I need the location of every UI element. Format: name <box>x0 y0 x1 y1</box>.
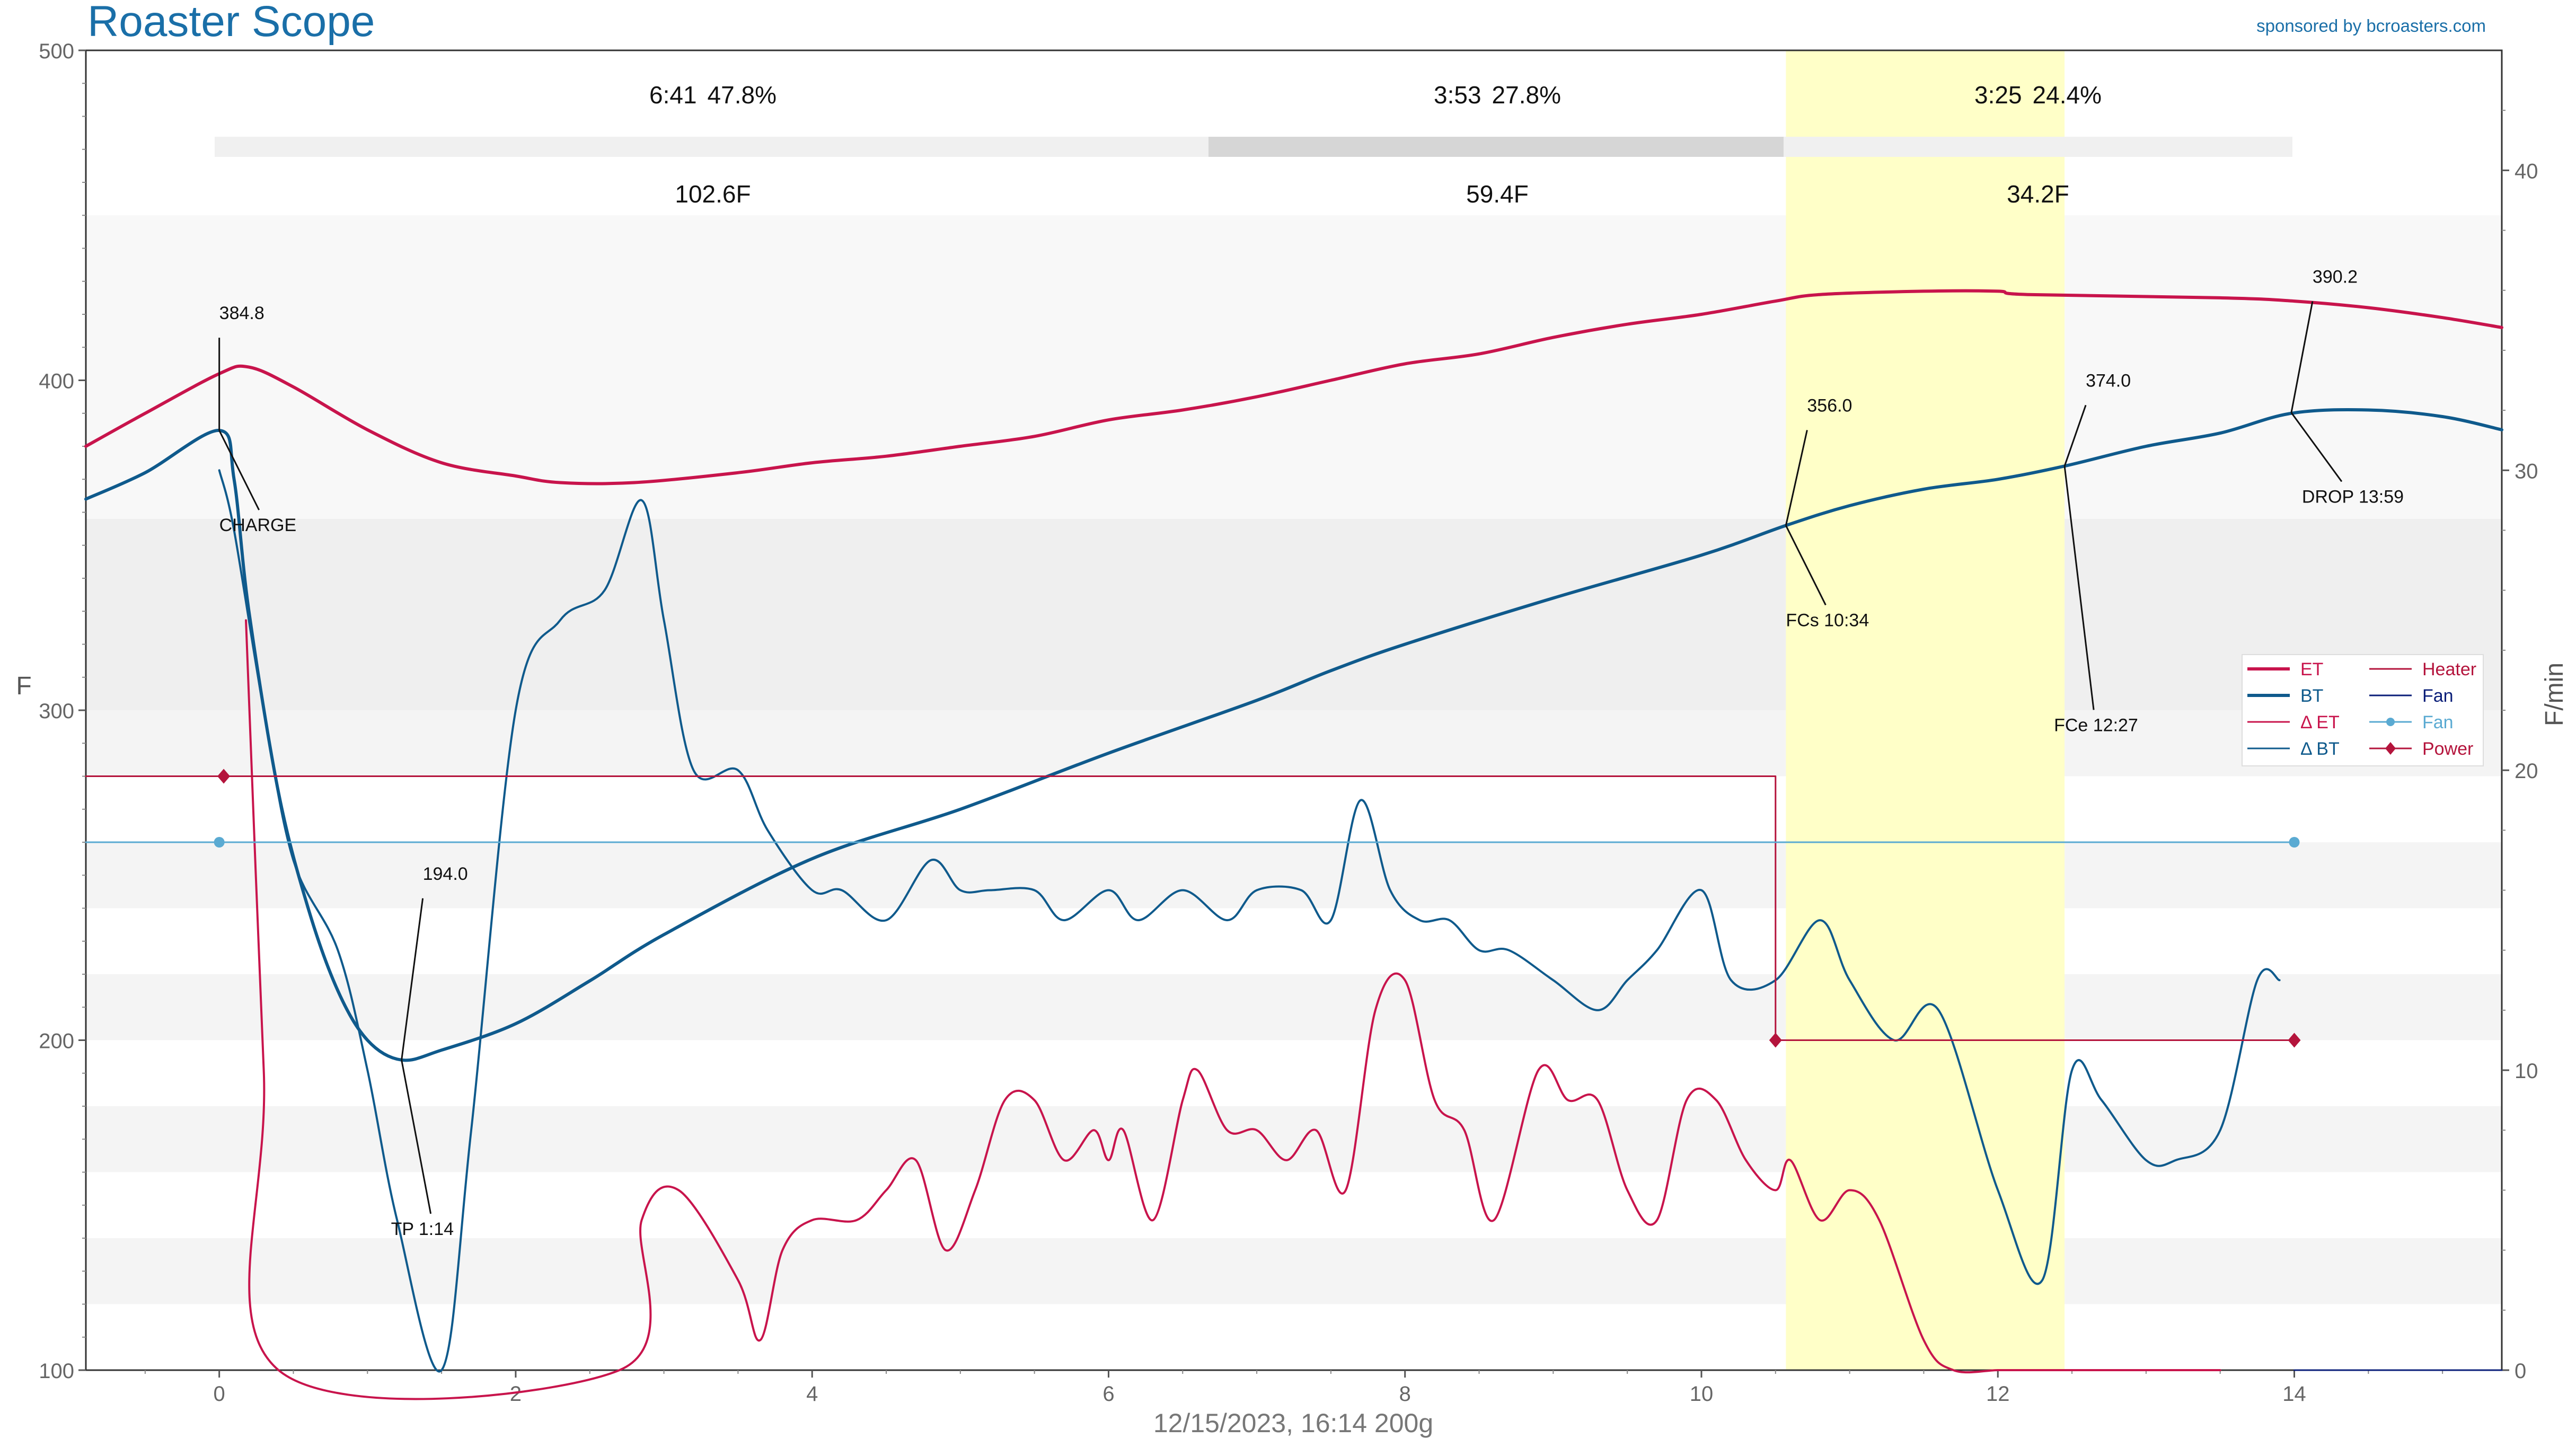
background-bands <box>86 50 2502 1370</box>
y-tick-label: 100 <box>39 1360 74 1383</box>
phase-1-percent: 47.8% <box>708 81 777 109</box>
band-stripe-3 <box>86 842 2502 908</box>
event-value-3: 374.0 <box>2086 370 2131 391</box>
y-tick-label: 200 <box>39 1030 74 1053</box>
series-fan-5-marker-0 <box>214 837 225 848</box>
x-tick-label: 12 <box>1986 1382 2010 1406</box>
phase-bar <box>215 137 2292 157</box>
phase-labels: 6:41 47.8% 3:53 27.8% 3:25 24.4% 102.6F 59.… <box>649 81 2102 208</box>
phase-3-time: 3:25 24.4% <box>1974 81 2102 109</box>
legend: ET BT Δ ET Δ BT Heater Fan Fan Power <box>2242 654 2484 766</box>
series-power-6-marker-0 <box>217 769 231 784</box>
app-title: Roaster Scope <box>87 0 375 46</box>
phase-bar-drying <box>215 137 1208 157</box>
legend-marker-6 <box>2386 718 2395 726</box>
event-label-leader-4 <box>2290 412 2343 482</box>
legend-marker-7 <box>2385 742 2396 755</box>
y2-tick-label: 10 <box>2515 1060 2538 1083</box>
phase-1-time-value: 6:41 <box>649 81 697 109</box>
legend-label-4: Heater <box>2422 659 2476 680</box>
phase-2-delta: 59.4F <box>1466 180 1529 208</box>
event-value-0: 384.8 <box>219 303 264 323</box>
legend-box <box>2242 654 2484 766</box>
series-et-0-line <box>84 289 2503 486</box>
phase-bar-development <box>1784 137 2292 157</box>
x-tick-label: 14 <box>2282 1382 2306 1406</box>
phase-3-delta: 34.2F <box>2007 180 2069 208</box>
series-power-6-marker-1 <box>1769 1033 1782 1048</box>
legend-label-6: Fan <box>2422 712 2454 733</box>
event-value-2: 356.0 <box>1807 395 1852 416</box>
legend-label-2: Δ ET <box>2300 712 2340 733</box>
x-tick-label: 2 <box>510 1382 522 1406</box>
x-tick-label: 0 <box>214 1382 225 1406</box>
band-stripe-0 <box>86 1238 2502 1304</box>
y2-tick-label: 20 <box>2515 760 2538 783</box>
series-power-6-marker-2 <box>2288 1033 2301 1048</box>
x-tick-label: 10 <box>1690 1382 1714 1406</box>
event-value-leader-3 <box>2063 404 2087 466</box>
y2-tick-label: 0 <box>2515 1360 2526 1383</box>
x-tick-label: 4 <box>806 1382 818 1406</box>
legend-label-0: ET <box>2300 659 2323 680</box>
phase-1-time: 6:41 47.8% <box>649 81 777 109</box>
event-label-2: FCs 10:34 <box>1786 610 1869 630</box>
y2-axis-label: F/min <box>2540 663 2569 726</box>
band-stripe-1 <box>86 1106 2502 1172</box>
event-label-1: TP 1:14 <box>391 1219 454 1239</box>
band-mid <box>86 518 2502 717</box>
y-tick-label: 500 <box>39 40 74 63</box>
y-axis-label: F <box>16 672 31 700</box>
first-crack-highlight <box>1786 50 2065 1370</box>
legend-label-3: Δ BT <box>2300 739 2340 759</box>
phase-2-percent: 27.8% <box>1492 81 1561 109</box>
event-value-4: 390.2 <box>2313 267 2358 287</box>
x-tick-label: 8 <box>1399 1382 1411 1406</box>
legend-label-1: BT <box>2300 686 2323 706</box>
phase-2-time: 3:53 27.8% <box>1434 81 1561 109</box>
y2-tick-label: 30 <box>2515 460 2538 483</box>
event-label-3: FCe 12:27 <box>2054 715 2138 735</box>
band-stripe-4 <box>86 710 2502 777</box>
event-value-1: 194.0 <box>423 864 468 884</box>
event-label-leader-0 <box>218 430 260 510</box>
x-axis-label: 12/15/2023, 16:14 200g <box>1153 1408 1433 1438</box>
x-tick-label: 6 <box>1102 1382 1114 1406</box>
series-heater-4-line <box>85 775 2295 1041</box>
event-label-4: DROP 13:59 <box>2302 487 2404 507</box>
event-label-leader-2 <box>1785 525 1827 606</box>
event-label-leader-1 <box>401 1060 432 1214</box>
phase-3-percent: 24.4% <box>2033 81 2102 109</box>
legend-label-7: Power <box>2422 739 2473 759</box>
series-et-2-line <box>245 619 2221 1400</box>
event-annotations: 384.8 CHARGE 194.0 TP 1:14 356.0 FCs 10:34 374… <box>218 267 2404 1239</box>
event-label-0: CHARGE <box>219 515 296 535</box>
series-lines <box>84 289 2503 1400</box>
event-value-leader-4 <box>2290 301 2314 413</box>
legend-label-5: Fan <box>2422 686 2454 706</box>
band-stripe-2 <box>86 974 2502 1040</box>
band-upper <box>86 215 2502 519</box>
phase-bar-maillard <box>1208 137 1784 157</box>
phase-2-time-value: 3:53 <box>1434 81 1481 109</box>
event-value-leader-2 <box>1785 430 1808 526</box>
series-bt-3-line <box>218 469 2281 1373</box>
sponsor-text[interactable]: sponsored by bcroasters.com <box>2256 16 2486 36</box>
event-label-leader-3 <box>2063 466 2095 710</box>
phase-3-time-value: 3:25 <box>1974 81 2022 109</box>
y-tick-label: 400 <box>39 370 74 393</box>
event-value-leader-1 <box>401 898 424 1061</box>
y2-tick-label: 40 <box>2515 160 2538 183</box>
series-fan-5-marker-1 <box>2289 837 2300 848</box>
y-tick-label: 300 <box>39 700 74 723</box>
phase-1-delta: 102.6F <box>675 180 751 208</box>
